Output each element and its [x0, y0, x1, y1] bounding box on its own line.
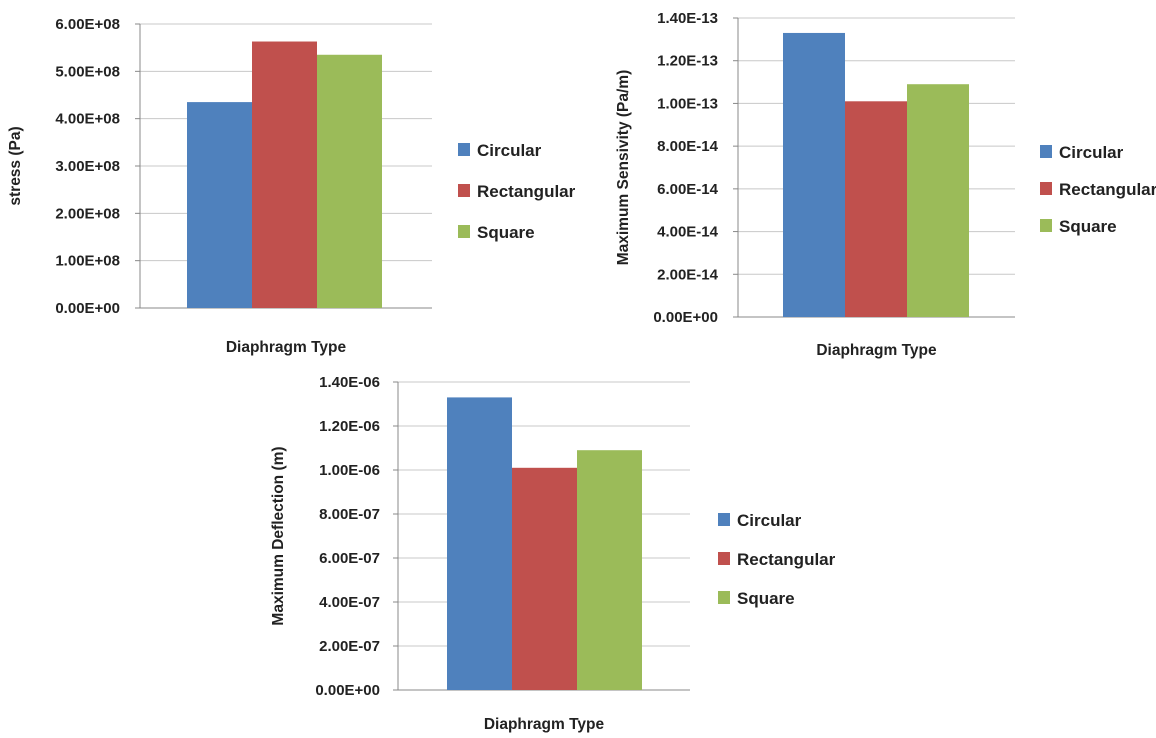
legend-label-circular: Circular — [737, 511, 802, 530]
x-axis-title: Diaphragm Type — [226, 339, 347, 356]
y-tick-label: 8.00E-14 — [657, 138, 719, 155]
y-tick-label: 6.00E+08 — [55, 16, 120, 33]
bar-square — [577, 450, 642, 690]
legend-label-rectangular: Rectangular — [477, 182, 576, 201]
bar-square — [907, 84, 969, 317]
y-tick-label: 1.00E+08 — [55, 253, 120, 270]
x-axis-title: Diaphragm Type — [484, 716, 605, 733]
bar-circular — [447, 397, 512, 690]
y-tick-label: 5.00E+08 — [55, 63, 120, 80]
y-tick-label: 0.00E+00 — [55, 300, 120, 317]
legend-label-circular: Circular — [1059, 143, 1124, 162]
legend: Circular Rectangular Square — [718, 511, 836, 608]
bar-circular — [187, 102, 252, 308]
chart-1: 0.00E+00 1.00E+08 2.00E+08 3.00E+08 4.00E+08… — [7, 16, 576, 356]
y-tick-label: 2.00E+08 — [55, 205, 120, 222]
legend-swatch-rectangular — [718, 552, 730, 565]
y-axis-title: Maximum Sensivity (Pa/m) — [615, 70, 632, 266]
y-axis-title: Maximum Deflection (m) — [270, 446, 287, 625]
y-tick-label: 0.00E+00 — [653, 309, 718, 326]
legend: Circular Rectangular Square — [458, 141, 576, 242]
y-tick-label: 8.00E-07 — [319, 506, 380, 523]
chart-2: 0.00E+00 2.00E-14 4.00E-14 6.00E-14 8.00E-14… — [615, 10, 1156, 359]
y-tick-label: 6.00E-14 — [657, 181, 719, 198]
legend-label-square: Square — [737, 589, 795, 608]
bar-rectangular — [845, 101, 907, 318]
legend-swatch-square — [718, 591, 730, 604]
legend-label-rectangular: Rectangular — [1059, 180, 1156, 199]
legend-swatch-rectangular — [458, 184, 470, 197]
legend-label-square: Square — [477, 223, 535, 242]
chart-3: 0.00E+00 2.00E-07 4.00E-07 6.00E-07 8.00E-07… — [270, 374, 836, 733]
y-tick-label: 1.20E-06 — [319, 418, 380, 435]
legend-label-rectangular: Rectangular — [737, 550, 836, 569]
y-axis-title: stress (Pa) — [7, 126, 24, 205]
y-tick-label: 1.00E-06 — [319, 462, 380, 479]
legend-label-circular: Circular — [477, 141, 542, 160]
y-tick-label: 0.00E+00 — [315, 682, 380, 699]
legend-swatch-circular — [718, 513, 730, 526]
y-tick-label: 1.40E-06 — [319, 374, 380, 391]
bar-square — [317, 54, 382, 309]
y-tick-label: 4.00E+08 — [55, 111, 120, 128]
y-tick-label: 4.00E-14 — [657, 224, 719, 241]
legend-swatch-square — [1040, 219, 1052, 232]
y-tick-label: 6.00E-07 — [319, 550, 380, 567]
y-tick-label: 1.00E-13 — [657, 95, 718, 112]
y-tick-label: 1.20E-13 — [657, 53, 718, 70]
legend-swatch-circular — [458, 143, 470, 156]
bar-rectangular — [252, 41, 317, 308]
legend-swatch-rectangular — [1040, 182, 1052, 195]
legend-label-square: Square — [1059, 217, 1117, 236]
y-tick-label: 1.40E-13 — [657, 10, 718, 27]
y-tick-label: 4.00E-07 — [319, 594, 380, 611]
legend: Circular Rectangular Square — [1040, 143, 1156, 236]
y-tick-label: 2.00E-14 — [657, 266, 719, 283]
legend-swatch-square — [458, 225, 470, 238]
y-tick-label: 2.00E-07 — [319, 638, 380, 655]
bar-rectangular — [512, 467, 577, 690]
legend-swatch-circular — [1040, 145, 1052, 158]
y-tick-label: 3.00E+08 — [55, 158, 120, 175]
x-axis-title: Diaphragm Type — [816, 342, 937, 359]
bar-circular — [783, 32, 845, 317]
